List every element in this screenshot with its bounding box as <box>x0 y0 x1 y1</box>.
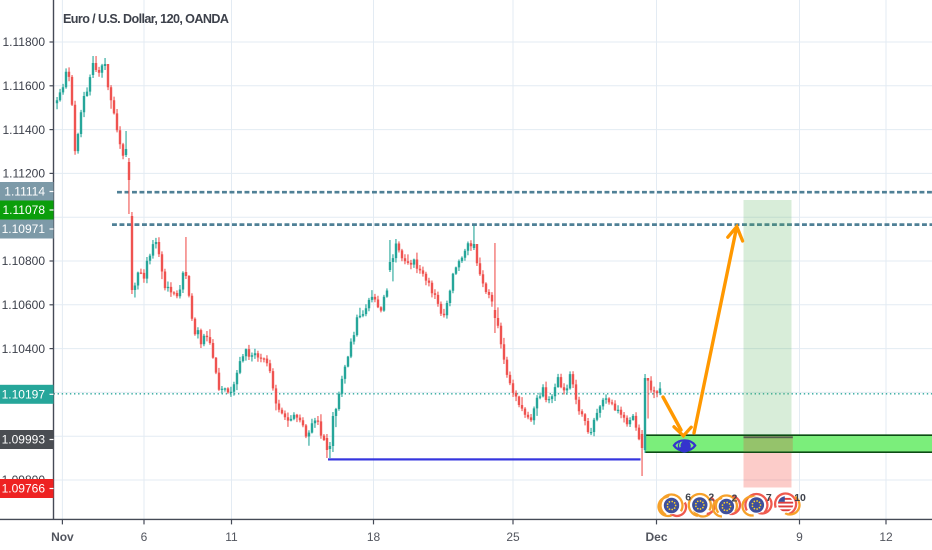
svg-text:1.11078: 1.11078 <box>3 203 46 217</box>
svg-text:2: 2 <box>708 492 714 504</box>
svg-text:6: 6 <box>141 530 148 544</box>
svg-text:10: 10 <box>794 492 806 504</box>
svg-text:6: 6 <box>685 492 691 504</box>
svg-text:1.10800: 1.10800 <box>2 254 46 268</box>
svg-text:1.09766: 1.09766 <box>2 482 46 496</box>
svg-text:25: 25 <box>506 530 520 544</box>
svg-text:7: 7 <box>766 492 772 504</box>
svg-text:9: 9 <box>796 530 803 544</box>
svg-text:Dec: Dec <box>645 530 667 544</box>
svg-text:2: 2 <box>732 493 738 505</box>
svg-text:11: 11 <box>225 530 238 544</box>
svg-text:1.11114: 1.11114 <box>4 185 45 199</box>
svg-text:18: 18 <box>367 530 381 544</box>
svg-text:1.10600: 1.10600 <box>2 298 46 312</box>
svg-text:1.11400: 1.11400 <box>3 123 46 137</box>
svg-text:1.11600: 1.11600 <box>3 79 46 93</box>
svg-text:1.10197: 1.10197 <box>2 388 46 402</box>
svg-text:1.11200: 1.11200 <box>3 167 46 181</box>
svg-text:1.11800: 1.11800 <box>3 35 46 49</box>
svg-text:12: 12 <box>879 530 893 544</box>
svg-text:1.10400: 1.10400 <box>2 342 46 356</box>
svg-text:Euro / U.S. Dollar, 120, OANDA: Euro / U.S. Dollar, 120, OANDA <box>63 12 229 26</box>
svg-text:1.09993: 1.09993 <box>2 433 46 447</box>
svg-text:1.10971: 1.10971 <box>2 222 46 236</box>
svg-text:Nov: Nov <box>51 530 74 544</box>
